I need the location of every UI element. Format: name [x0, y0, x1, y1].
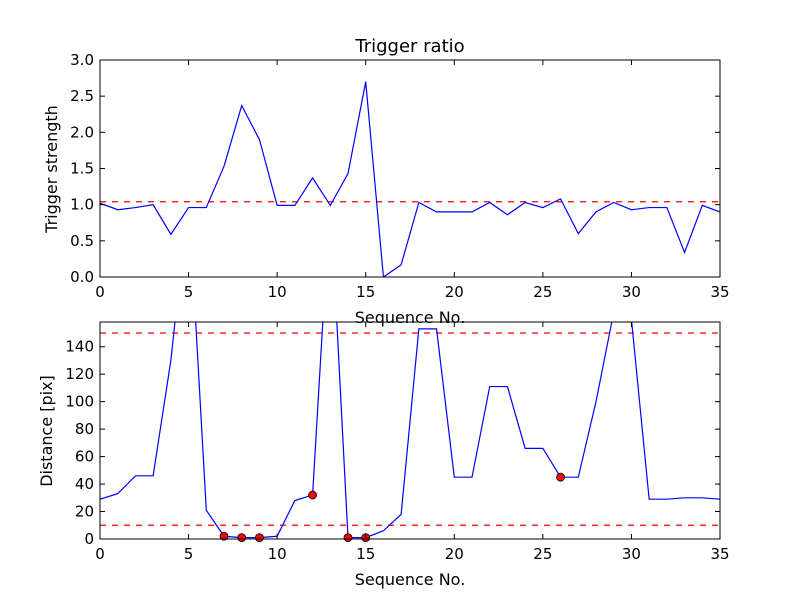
trigger-strength-plot: 0 5 10 15 20 25 30 35 0.0 0.5 1.0 1.5 2.0 2.5 3.0 — [70, 51, 729, 301]
top-y-tick-label: 1.0 — [70, 196, 94, 214]
bottom-marker-point — [219, 531, 229, 541]
bottom-y-tick-label: 0 — [84, 530, 94, 548]
top-y-tick-label: 3.0 — [70, 51, 94, 69]
bottom-x-tick-label: 20 — [445, 545, 464, 563]
distance-plot: 0 5 10 15 20 25 30 35 0 20 40 60 80 100 120 140 — [65, 321, 730, 563]
bottom-y-tick-label: 120 — [65, 365, 94, 383]
bottom-marker-point — [556, 472, 565, 482]
top-y-axis-label: Trigger strength — [42, 105, 61, 234]
bottom-x-tick-label: 0 — [95, 545, 105, 563]
bottom-marker-point — [237, 533, 247, 543]
top-x-tick-label: 20 — [445, 283, 464, 301]
top-x-tick-label: 25 — [533, 283, 552, 301]
bottom-x-tick-label: 10 — [268, 545, 287, 563]
bottom-x-tick-label: 5 — [184, 545, 194, 563]
bottom-x-tick-label: 35 — [710, 545, 729, 563]
top-y-tick-label: 0.5 — [70, 232, 94, 250]
bottom-y-tick-label: 100 — [65, 393, 94, 411]
bottom-x-tick-label: 25 — [533, 545, 552, 563]
bottom-y-axis-label: Distance [pix] — [37, 375, 56, 487]
top-x-axis-label: Sequence No. — [355, 308, 466, 327]
top-x-tick-label: 15 — [356, 283, 375, 301]
top-x-tick-label: 10 — [268, 283, 287, 301]
top-series-line-0 — [100, 81, 720, 277]
bottom-x-axis-label: Sequence No. — [355, 570, 466, 589]
bottom-axes-frame — [99, 321, 721, 540]
bottom-marker-point — [255, 533, 264, 543]
bottom-x-tick-label: 15 — [356, 545, 375, 563]
top-y-tick-label: 2.0 — [70, 123, 94, 141]
bottom-y-tick-label: 20 — [75, 503, 94, 521]
bottom-y-tick-label: 140 — [65, 338, 94, 356]
bottom-y-tick-label: 80 — [75, 420, 94, 438]
bottom-y-tick-label: 60 — [75, 448, 94, 466]
bottom-plot-area — [100, 322, 720, 539]
top-x-tick-label: 5 — [184, 283, 194, 301]
bottom-series-line-0 — [100, 322, 720, 539]
top-x-tick-label: 0 — [95, 283, 105, 301]
top-y-tick-label: 2.5 — [70, 87, 94, 105]
bottom-y-tick-label: 40 — [75, 475, 94, 493]
bottom-x-tick-label: 30 — [622, 545, 641, 563]
top-plot-area — [100, 81, 720, 277]
chart-title: Trigger ratio — [354, 36, 464, 57]
bottom-marker-point — [308, 490, 317, 500]
bottom-marker-point — [343, 533, 353, 543]
top-x-tick-label: 35 — [710, 283, 729, 301]
top-y-tick-label: 1.5 — [70, 160, 94, 178]
top-x-tick-label: 30 — [622, 283, 641, 301]
top-y-tick-label: 0.0 — [70, 268, 94, 286]
